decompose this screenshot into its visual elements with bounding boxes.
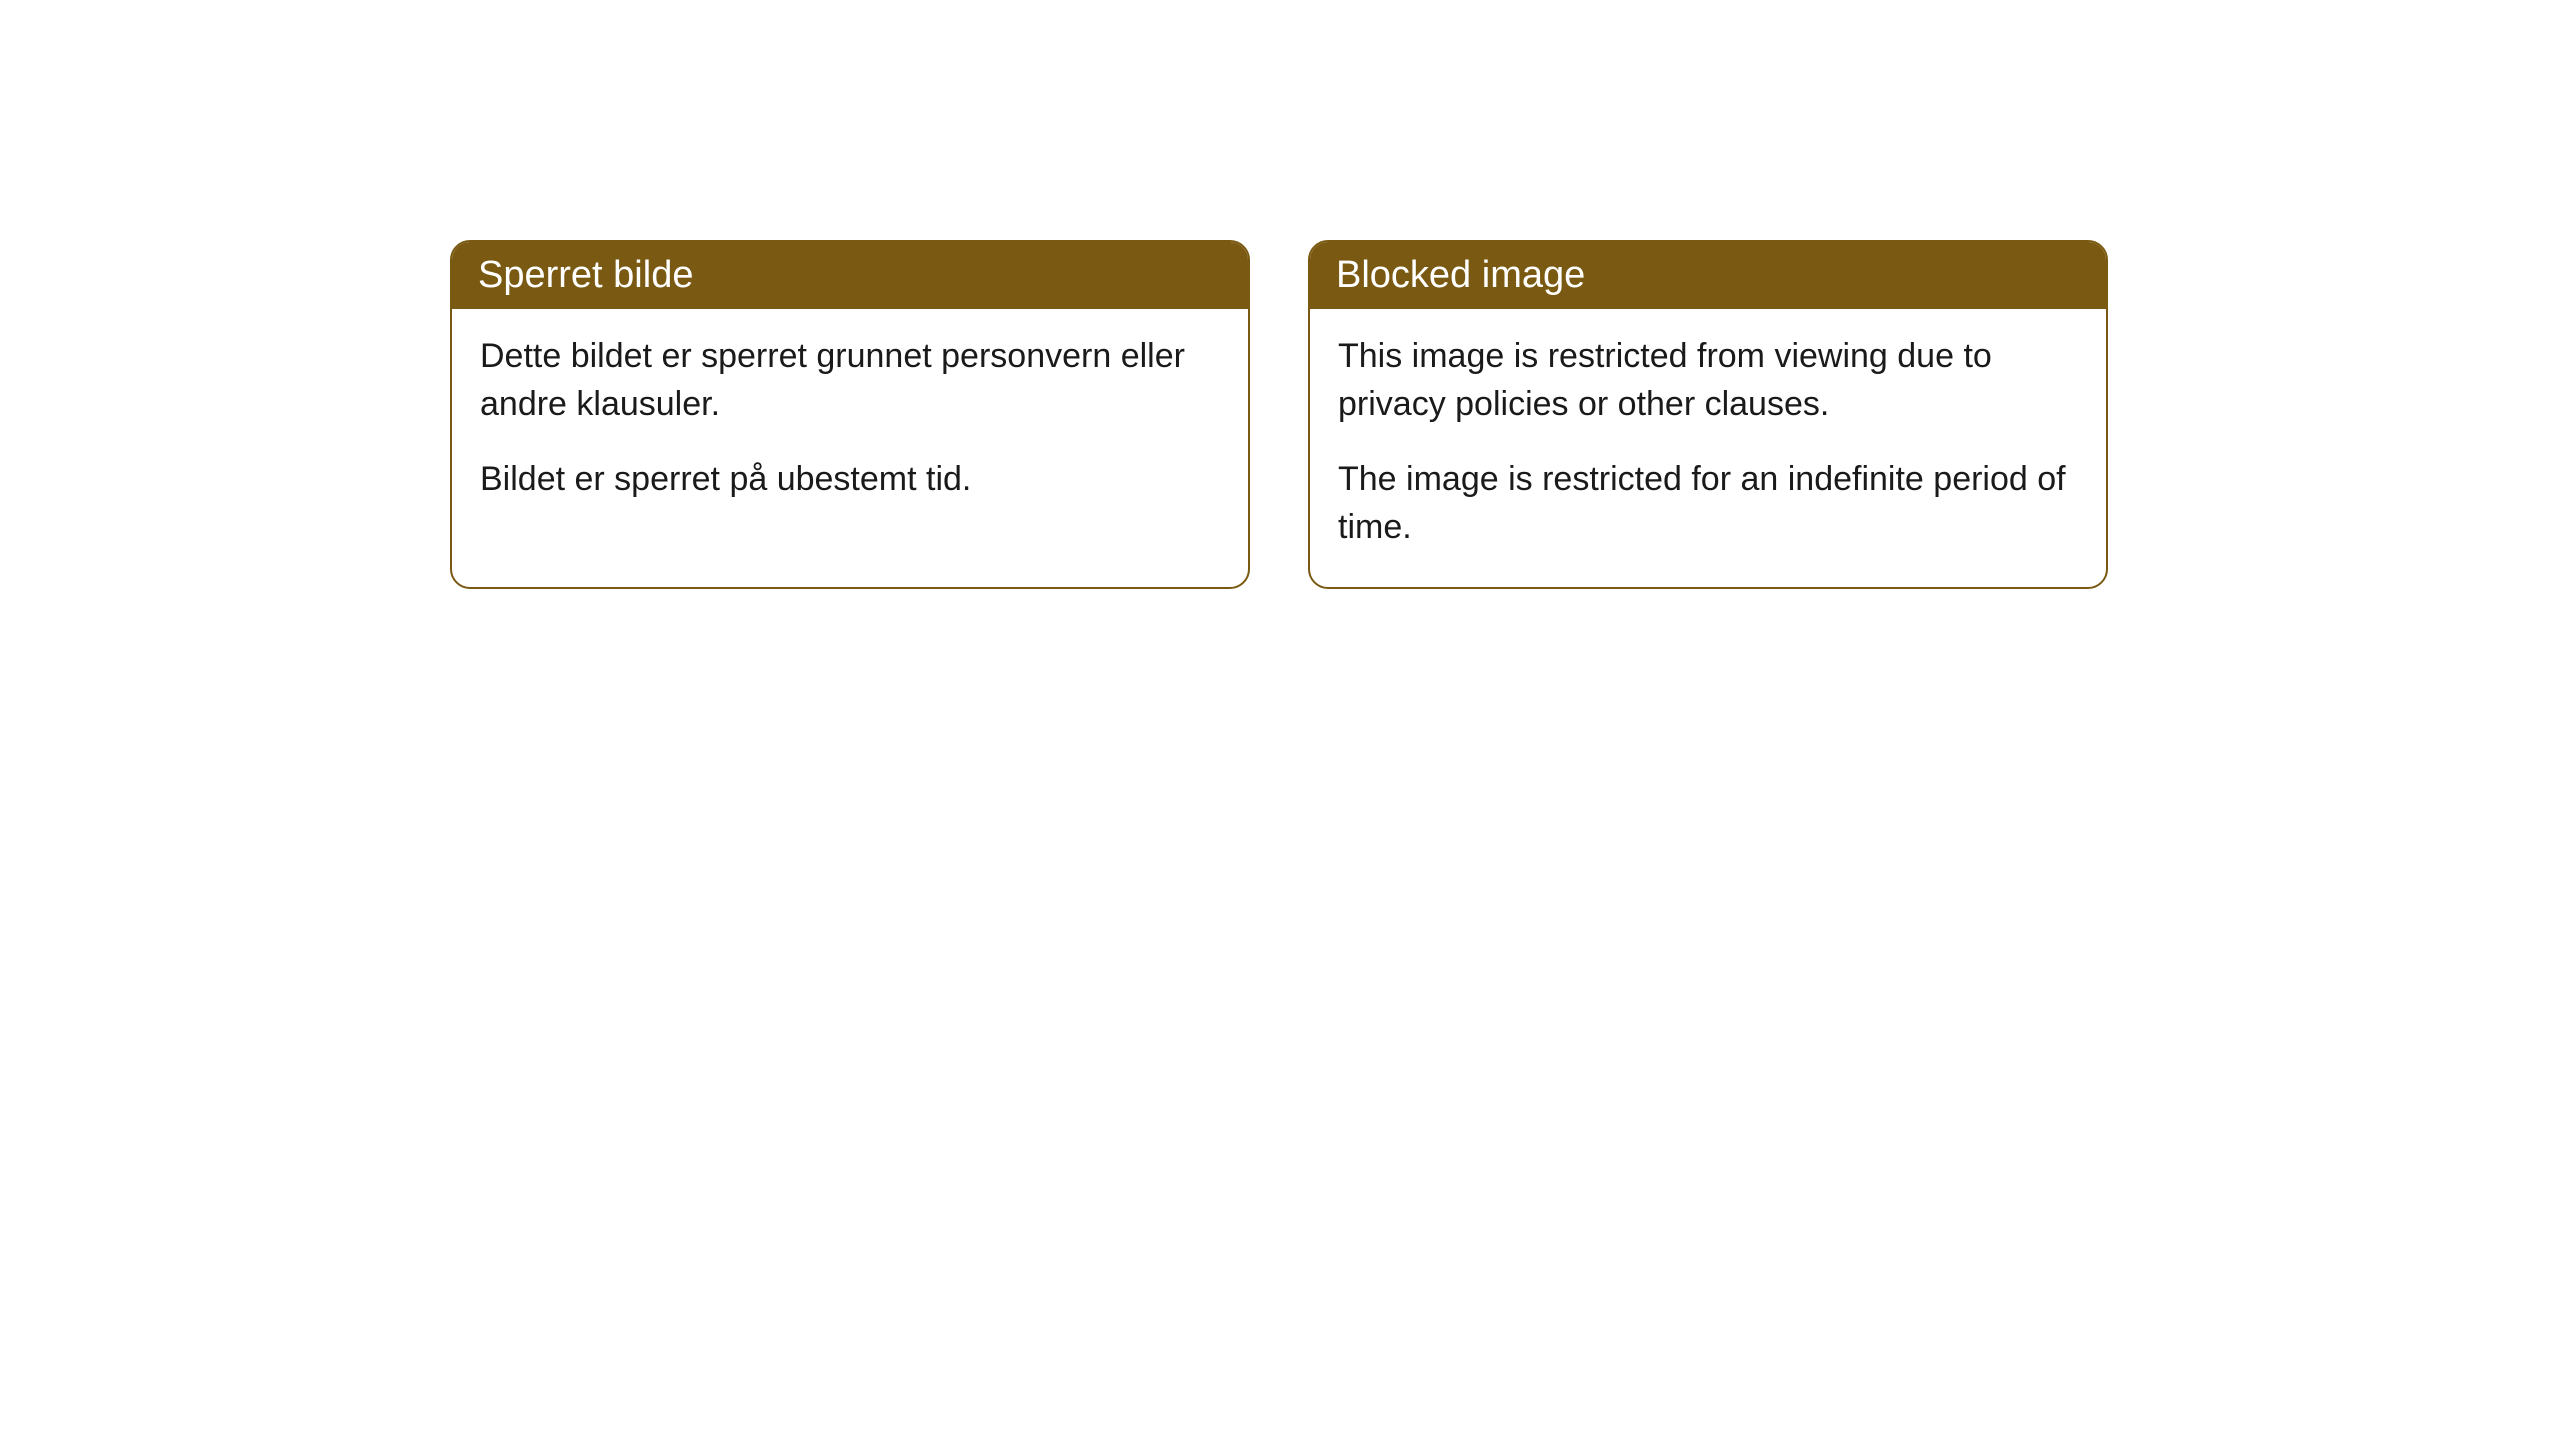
card-paragraph-1: Dette bildet er sperret grunnet personve…	[480, 333, 1220, 428]
card-title: Blocked image	[1336, 254, 1585, 296]
card-paragraph-1: This image is restricted from viewing du…	[1338, 333, 2078, 428]
blocked-image-card-english: Blocked image This image is restricted f…	[1308, 240, 2108, 589]
card-title: Sperret bilde	[478, 254, 693, 296]
card-body: This image is restricted from viewing du…	[1310, 309, 2106, 587]
card-paragraph-2: Bildet er sperret på ubestemt tid.	[480, 456, 1220, 504]
card-header: Blocked image	[1310, 242, 2106, 309]
blocked-image-card-norwegian: Sperret bilde Dette bildet er sperret gr…	[450, 240, 1250, 589]
notice-cards-container: Sperret bilde Dette bildet er sperret gr…	[450, 240, 2110, 589]
card-body: Dette bildet er sperret grunnet personve…	[452, 309, 1248, 540]
card-paragraph-2: The image is restricted for an indefinit…	[1338, 456, 2078, 551]
card-header: Sperret bilde	[452, 242, 1248, 309]
